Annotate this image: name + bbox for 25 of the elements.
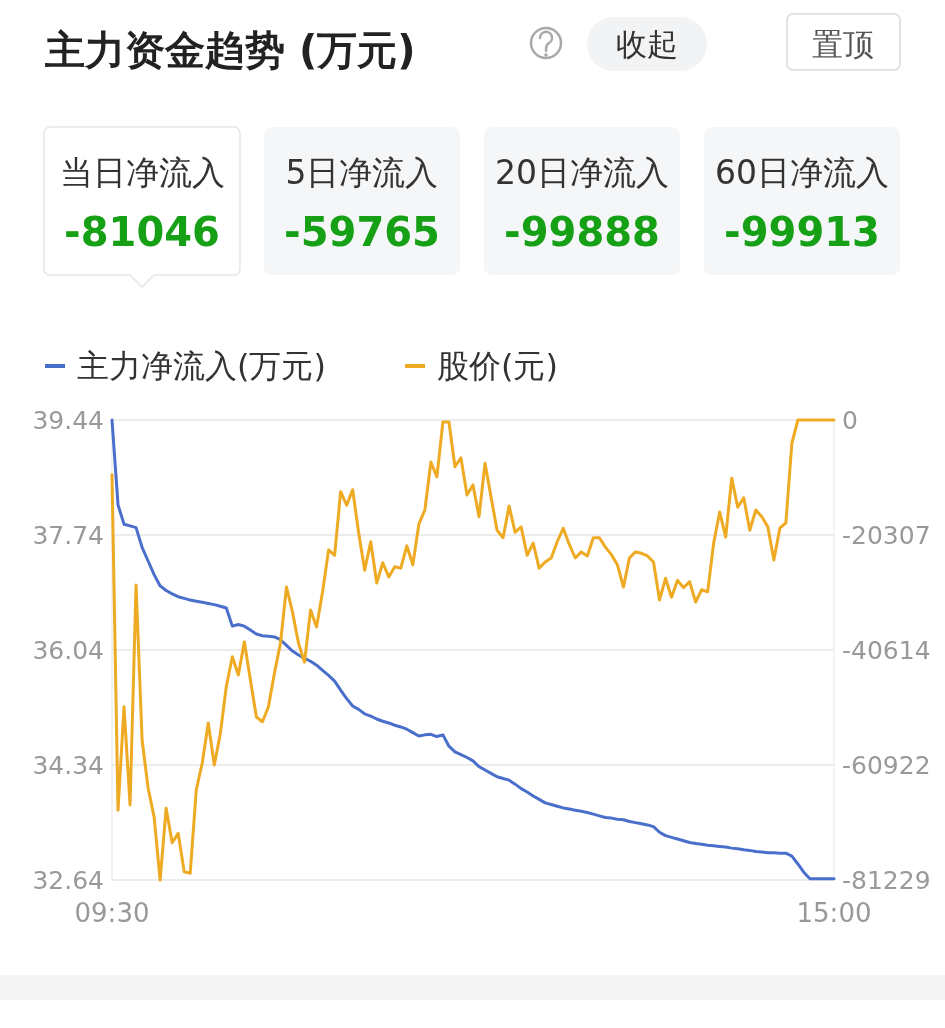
text: -81046 <box>64 209 220 255</box>
legend-label: 主力净流入(万元) <box>77 347 326 385</box>
legend-label: 股价(元) <box>437 347 558 385</box>
y-tick-label: 37.74 <box>32 520 104 550</box>
y2-tick-label: -40614 <box>842 635 931 665</box>
y2-tick-label: -60922 <box>842 750 931 780</box>
y2-tick-label: -81229 <box>842 865 931 895</box>
y-tick-label: 34.34 <box>32 750 104 780</box>
y-tick-label: 36.04 <box>32 635 104 665</box>
x-tick-label: 15:00 <box>796 898 872 928</box>
text: 置顶 <box>812 26 874 62</box>
y-tick-label: 39.44 <box>32 405 104 435</box>
text: -99888 <box>504 209 660 255</box>
x-tick-label: 09:30 <box>74 898 150 928</box>
text: -59765 <box>284 209 440 255</box>
chart-title: 主力资金趋势 (万元) <box>44 27 416 73</box>
y2-tick-label: 0 <box>842 405 858 435</box>
text: 当日净流入 <box>59 153 225 192</box>
y-tick-label: 32.64 <box>32 865 104 895</box>
text: 60日净流入 <box>715 153 889 192</box>
text: -99913 <box>724 209 880 255</box>
text: 5日净流入 <box>285 153 439 192</box>
text: 20日净流入 <box>495 153 669 192</box>
y2-tick-label: -20307 <box>842 520 931 550</box>
text: 收起 <box>616 26 678 62</box>
